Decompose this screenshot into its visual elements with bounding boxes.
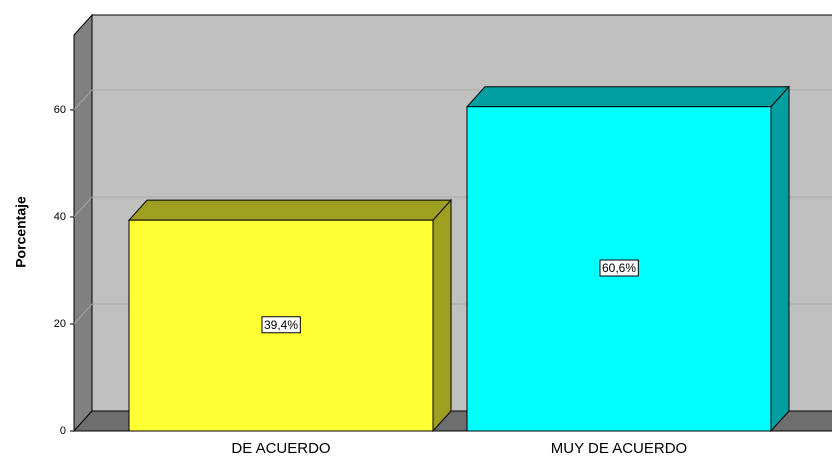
bar-top: [465, 86, 791, 108]
y-tick-label: 60: [54, 104, 66, 116]
grid-line: [73, 196, 93, 218]
grid-line: [73, 303, 93, 325]
y-tick-label: 40: [54, 211, 66, 223]
y-tick-label: 0: [60, 425, 66, 437]
y-axis-title: Porcentaje: [13, 196, 29, 268]
x-tick-label: MUY DE ACUERDO: [551, 440, 687, 457]
value-label: 39,4%: [264, 318, 298, 332]
grid-line: [73, 89, 93, 111]
bar-top: [127, 199, 453, 221]
y-tick-label: 20: [54, 318, 66, 330]
bars: 39,4% 60,6%: [127, 85, 791, 433]
bar-side: [770, 85, 790, 433]
value-label-box: [261, 316, 301, 334]
left-wall: [73, 13, 93, 433]
x-tick-label: DE ACUERDO: [231, 440, 330, 457]
value-label: 60,6%: [602, 261, 636, 275]
bar-side: [432, 198, 452, 433]
value-label-box: [599, 259, 639, 277]
